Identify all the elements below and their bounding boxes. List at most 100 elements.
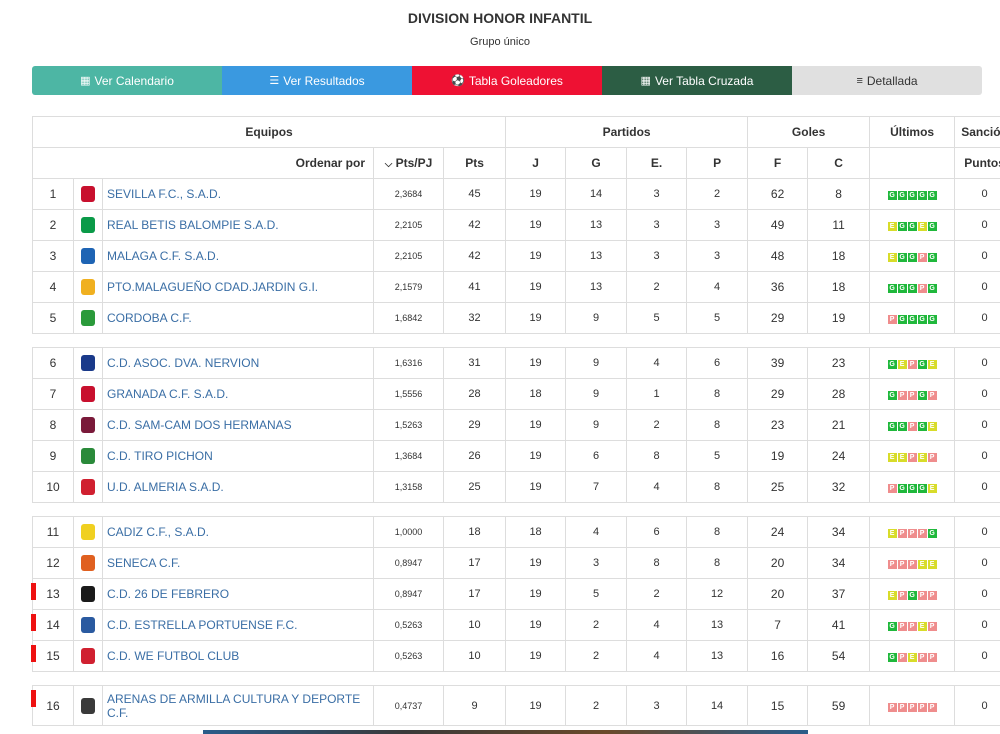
pts-per-game: 2,2105: [373, 209, 444, 241]
result-badge: P: [907, 391, 917, 400]
sort-by-label: Ordenar por: [32, 147, 374, 179]
action-button-bar: ▦ Ver Calendario ☰ Ver Resultados ⚽ Tabla Gol…: [32, 66, 982, 95]
lost: 6: [686, 347, 749, 379]
crest-cell: [73, 209, 103, 241]
position-cell: 10: [32, 471, 74, 503]
played: 19: [505, 302, 567, 334]
sanction-points: 0: [954, 640, 1000, 672]
team-crest-icon: [81, 524, 95, 540]
header-ultimos-empty: [869, 147, 956, 179]
team-name-link[interactable]: C.D. SAM-CAM DOS HERMANAS: [102, 409, 374, 441]
goals-for: 20: [747, 578, 809, 610]
goals-against: 11: [807, 209, 871, 241]
position-cell: 9: [32, 440, 74, 472]
result-badge: E: [887, 591, 897, 600]
goals-for: 19: [747, 440, 809, 472]
team-name-link[interactable]: C.D. TIRO PICHON: [102, 440, 374, 472]
result-badge: G: [897, 484, 907, 493]
result-badge: P: [907, 702, 917, 712]
team-name-link[interactable]: U.D. ALMERIA S.A.D.: [102, 471, 374, 503]
team-name-link[interactable]: C.D. ESTRELLA PORTUENSE F.C.: [102, 609, 374, 641]
position-cell: 6: [32, 347, 74, 379]
goals-against: 54: [807, 640, 871, 672]
team-name-link[interactable]: C.D. 26 DE FEBRERO: [102, 578, 374, 610]
team-name-link[interactable]: C.D. WE FUTBOL CLUB: [102, 640, 374, 672]
points: 32: [442, 302, 507, 334]
result-badge: G: [887, 391, 897, 400]
team-crest-icon: [81, 310, 95, 326]
crest-cell: [73, 516, 103, 548]
ver-calendario-button[interactable]: ▦ Ver Calendario: [32, 66, 222, 95]
sort-pts-pj[interactable]: ⌵ Pts/PJ: [373, 147, 444, 179]
position-number: 12: [46, 556, 60, 570]
drawn: 4: [626, 347, 688, 379]
team-name-link[interactable]: SEVILLA F.C., S.A.D.: [102, 178, 374, 210]
header-pts[interactable]: Pts: [442, 147, 507, 179]
result-badge: G: [897, 422, 907, 431]
won: 7: [565, 471, 628, 503]
crest-cell: [73, 640, 103, 672]
crest-cell: [73, 271, 103, 303]
played: 19: [505, 240, 567, 272]
team-name-link[interactable]: GRANADA C.F. S.A.D.: [102, 378, 374, 410]
relegation-marker: [31, 583, 36, 600]
goals-against: 8: [807, 178, 871, 210]
team-crest-icon: [81, 417, 95, 433]
result-badge: P: [897, 653, 907, 662]
result-badge: G: [907, 484, 917, 493]
team-name-link[interactable]: SENECA C.F.: [102, 547, 374, 579]
ver-tabla-cruzada-button[interactable]: ▦ Ver Tabla Cruzada: [602, 66, 792, 95]
team-name-link[interactable]: C.D. ASOC. DVA. NERVION: [102, 347, 374, 379]
team-name-link[interactable]: REAL BETIS BALOMPIE S.A.D.: [102, 209, 374, 241]
pts-per-game: 2,1579: [373, 271, 444, 303]
team-name-link[interactable]: CORDOBA C.F.: [102, 302, 374, 334]
tabla-goleadores-button[interactable]: ⚽ Tabla Goleadores: [412, 66, 602, 95]
drawn: 3: [626, 685, 688, 726]
button-label: Detallada: [866, 73, 918, 88]
sanction-points: 0: [954, 271, 1000, 303]
position-cell: 4: [32, 271, 74, 303]
lost: 4: [686, 271, 749, 303]
table-row: 6 C.D. ASOC. DVA. NERVION 1,6316 31 19 9 4 6 39 2…: [32, 347, 1000, 379]
result-badge: P: [917, 529, 927, 538]
result-badge: P: [927, 453, 937, 462]
result-badge: G: [917, 422, 927, 431]
page-title: DIVISION HONOR INFANTIL: [407, 10, 593, 26]
header-f: F: [747, 147, 809, 179]
detallada-button[interactable]: ≡ Detallada: [792, 66, 982, 95]
ver-resultados-button[interactable]: ☰ Ver Resultados: [222, 66, 412, 95]
team-name-link[interactable]: ARENAS DE ARMILLA CULTURA Y DEPORTE C.F.: [102, 685, 374, 726]
position-number: 7: [49, 387, 57, 401]
result-badge: P: [927, 591, 937, 600]
result-badge: E: [917, 622, 927, 631]
won: 9: [565, 409, 628, 441]
points: 18: [442, 516, 507, 548]
team-name-link[interactable]: CADIZ C.F., S.A.D.: [102, 516, 374, 548]
sanction-points: 0: [954, 209, 1000, 241]
goals-against: 19: [807, 302, 871, 334]
won: 13: [565, 271, 628, 303]
pts-per-game: 1,5556: [373, 378, 444, 410]
team-name-link[interactable]: MALAGA C.F. S.A.D.: [102, 240, 374, 272]
position-cell: 16: [31, 685, 74, 726]
result-badge: E: [927, 484, 937, 493]
goals-for: 15: [747, 685, 809, 726]
drawn: 3: [626, 178, 688, 210]
crest-cell: [73, 609, 103, 641]
crest-cell: [73, 347, 103, 379]
goals-against: 34: [807, 516, 871, 548]
result-badge: P: [927, 391, 937, 400]
result-badge: G: [927, 529, 937, 538]
team-name-link[interactable]: PTO.MALAGUEÑO CDAD.JARDIN G.I.: [102, 271, 374, 303]
drawn: 8: [626, 440, 688, 472]
won: 13: [565, 240, 628, 272]
goals-for: 7: [747, 609, 809, 641]
result-badge: P: [917, 253, 927, 262]
result-badge: G: [887, 622, 897, 631]
pts-per-game: 1,6842: [373, 302, 444, 334]
sanction-points: 0: [954, 547, 1000, 579]
position-number: 3: [49, 249, 57, 263]
